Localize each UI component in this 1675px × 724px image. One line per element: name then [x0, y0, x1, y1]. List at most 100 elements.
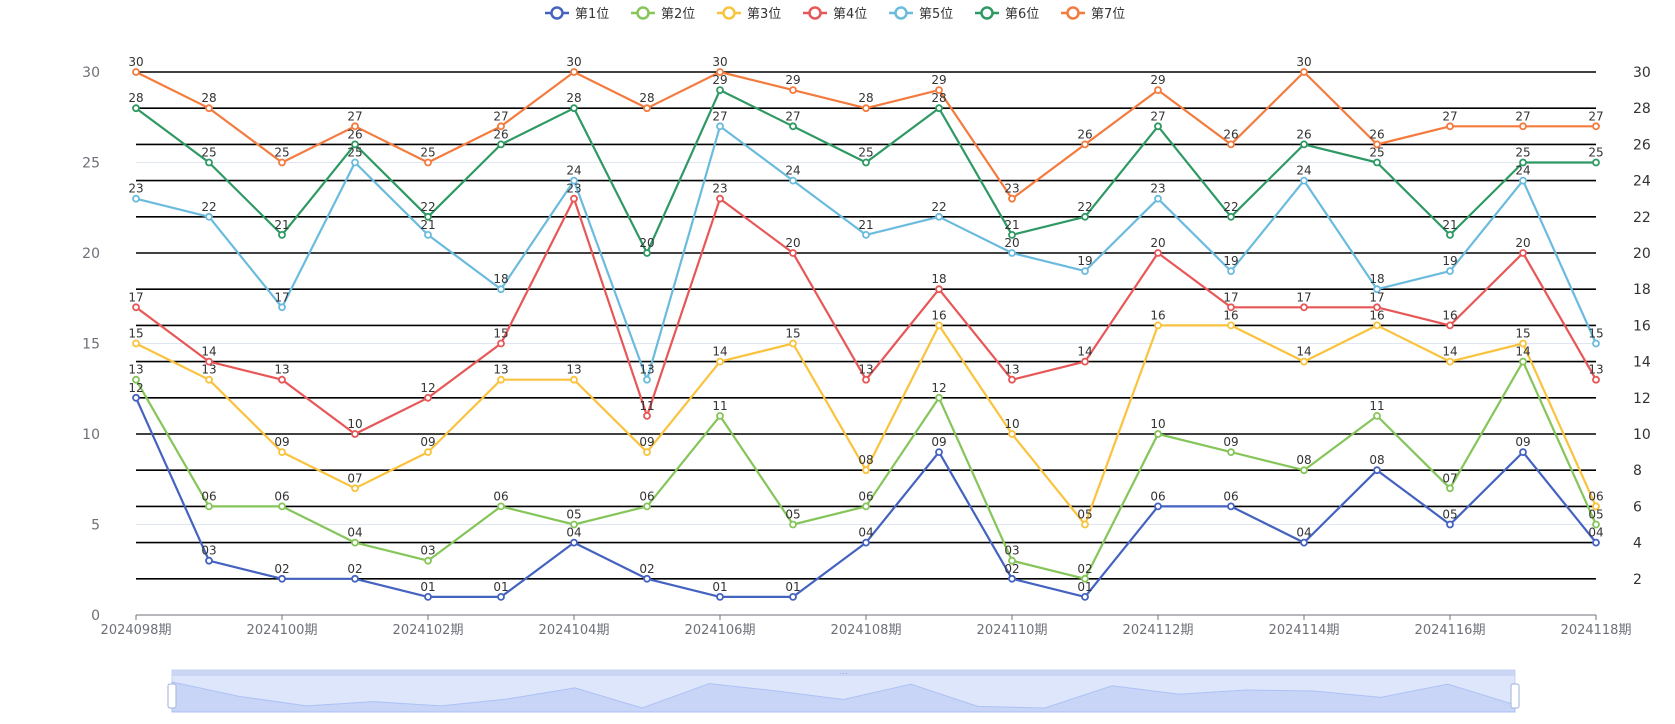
data-point[interactable]	[643, 411, 651, 420]
data-point[interactable]	[1154, 430, 1162, 438]
data-point[interactable]	[643, 502, 651, 511]
data-point[interactable]	[424, 230, 432, 239]
data-point[interactable]	[1300, 68, 1308, 76]
data-point[interactable]	[132, 375, 140, 384]
zoom-grip-icon[interactable]: ⋯	[840, 669, 848, 678]
legend-item[interactable]: 第1位	[545, 6, 609, 22]
data-point[interactable]	[1008, 375, 1016, 384]
data-point[interactable]	[789, 122, 797, 131]
zoom-handle-right[interactable]	[1510, 683, 1520, 709]
data-point[interactable]	[424, 212, 432, 221]
data-point[interactable]	[1081, 267, 1089, 276]
data-point[interactable]	[716, 68, 724, 76]
data-point[interactable]	[278, 158, 286, 167]
data-point[interactable]	[1446, 357, 1454, 366]
data-point[interactable]	[1592, 375, 1600, 384]
data-point[interactable]	[497, 375, 505, 384]
data-point[interactable]	[1227, 140, 1235, 149]
data-point[interactable]	[862, 502, 870, 511]
data-point[interactable]	[1081, 574, 1089, 583]
data-point[interactable]	[716, 86, 724, 94]
data-point[interactable]	[1154, 122, 1162, 131]
data-point[interactable]	[643, 104, 651, 113]
data-point[interactable]	[351, 538, 359, 547]
data-point[interactable]	[716, 194, 724, 203]
data-point[interactable]	[1227, 321, 1235, 330]
data-point[interactable]	[789, 520, 797, 529]
data-point[interactable]	[424, 393, 432, 402]
data-point[interactable]	[935, 393, 943, 402]
data-point[interactable]	[1227, 212, 1235, 221]
data-point[interactable]	[862, 375, 870, 384]
data-point[interactable]	[1081, 140, 1089, 149]
data-point[interactable]	[716, 357, 724, 366]
data-point[interactable]	[789, 593, 797, 601]
data-zoom-slider[interactable]: ⋯	[167, 669, 1520, 713]
data-point[interactable]	[278, 574, 286, 583]
data-point[interactable]	[1081, 357, 1089, 366]
legend[interactable]: 第1位 第2位 第3位 第4位 第5位 第6位 第7位	[545, 6, 1125, 22]
data-point[interactable]	[935, 321, 943, 330]
data-point[interactable]	[497, 140, 505, 149]
data-point[interactable]	[1519, 357, 1527, 366]
data-point[interactable]	[1008, 556, 1016, 565]
data-point[interactable]	[351, 140, 359, 149]
data-point[interactable]	[1592, 122, 1600, 131]
legend-item[interactable]: 第4位	[803, 6, 867, 22]
data-point[interactable]	[1008, 194, 1016, 203]
data-point[interactable]	[1446, 484, 1454, 493]
data-point[interactable]	[935, 212, 943, 221]
data-point[interactable]	[1519, 448, 1527, 457]
zoom-top-bar[interactable]	[172, 670, 1515, 676]
data-point[interactable]	[1081, 212, 1089, 221]
data-point[interactable]	[1373, 411, 1381, 420]
data-point[interactable]	[862, 466, 870, 475]
data-point[interactable]	[789, 339, 797, 348]
data-point[interactable]	[1227, 303, 1235, 312]
data-point[interactable]	[278, 375, 286, 384]
data-point[interactable]	[205, 357, 213, 366]
zoom-handle-left[interactable]	[167, 683, 177, 709]
data-point[interactable]	[1008, 574, 1016, 583]
data-point[interactable]	[1373, 140, 1381, 149]
data-point[interactable]	[351, 122, 359, 131]
data-point[interactable]	[935, 104, 943, 113]
data-point[interactable]	[862, 104, 870, 113]
data-point[interactable]	[1446, 267, 1454, 276]
data-point[interactable]	[351, 484, 359, 493]
data-point[interactable]	[643, 574, 651, 583]
data-point[interactable]	[205, 556, 213, 565]
data-point[interactable]	[1519, 158, 1527, 167]
legend-item[interactable]: 第6位	[975, 6, 1039, 22]
data-point[interactable]	[497, 502, 505, 511]
data-point[interactable]	[1446, 520, 1454, 529]
data-point[interactable]	[570, 538, 578, 547]
data-point[interactable]	[1008, 230, 1016, 239]
data-point[interactable]	[1446, 122, 1454, 131]
data-point[interactable]	[1592, 339, 1600, 348]
data-point[interactable]	[278, 303, 286, 312]
data-point[interactable]	[132, 303, 140, 312]
data-point[interactable]	[351, 430, 359, 438]
legend-item[interactable]: 第5位	[889, 6, 953, 22]
data-point[interactable]	[1519, 249, 1527, 257]
data-point[interactable]	[935, 285, 943, 294]
data-point[interactable]	[716, 593, 724, 601]
data-point[interactable]	[1592, 158, 1600, 167]
data-point[interactable]	[716, 411, 724, 420]
data-point[interactable]	[278, 448, 286, 457]
data-point[interactable]	[1373, 466, 1381, 475]
data-point[interactable]	[643, 448, 651, 457]
data-point[interactable]	[497, 593, 505, 601]
legend-item[interactable]: 第2位	[631, 6, 695, 22]
data-point[interactable]	[570, 68, 578, 76]
data-point[interactable]	[1008, 249, 1016, 257]
data-point[interactable]	[1300, 466, 1308, 475]
data-point[interactable]	[1227, 502, 1235, 511]
data-point[interactable]	[1373, 303, 1381, 312]
data-point[interactable]	[351, 574, 359, 583]
data-point[interactable]	[1519, 339, 1527, 348]
data-point[interactable]	[1008, 430, 1016, 438]
data-point[interactable]	[1300, 176, 1308, 185]
data-point[interactable]	[935, 448, 943, 457]
